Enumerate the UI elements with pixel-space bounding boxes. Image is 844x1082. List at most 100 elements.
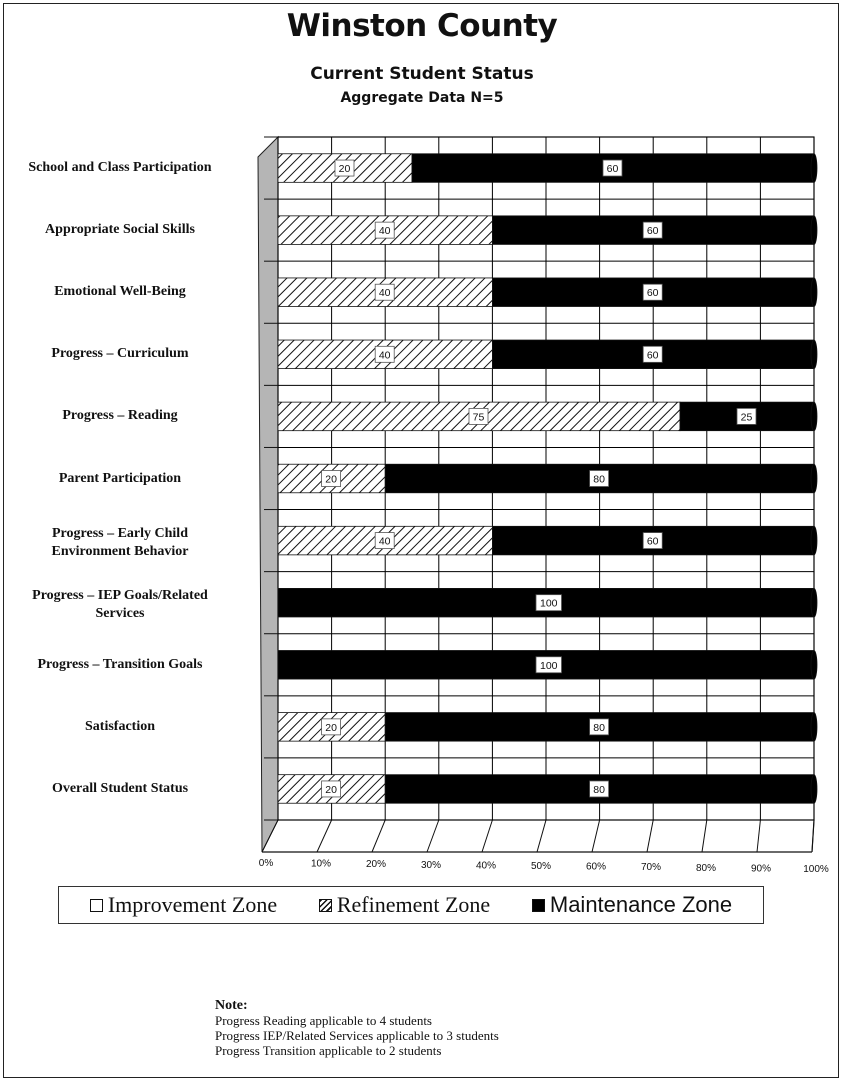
data-label: 60 [647,287,659,299]
bar-end-cap [810,277,818,307]
data-label: 75 [473,411,485,423]
data-label: 60 [647,349,659,361]
data-label: 20 [325,784,337,796]
floor-gridline [646,819,654,853]
chart-title: Winston County [286,8,558,44]
y-category-label-line: Overall Student Status [51,780,189,796]
floor-gridline [426,819,440,853]
bar-end-cap [810,588,818,618]
y-category-label-line: Progress – Reading [62,408,178,424]
legend-label-maintenance: Maintenance Zone [549,892,733,917]
data-label: 40 [379,349,391,361]
floor-gridline [481,819,493,853]
x-tick-label: 10% [311,859,331,870]
data-label-box [589,780,609,798]
floor-gridline [756,819,761,853]
bar-end-cap [810,401,818,432]
x-tick-label: 30% [421,860,441,871]
data-label: 60 [647,536,659,548]
y-category-label-line: School and Class Participation [28,160,212,176]
note-heading: Note: [215,998,248,1013]
x-tick-label: 20% [366,859,386,870]
y-category-label: Satisfaction [0,718,240,736]
note-block: Note: Progress Reading applicable to 4 s… [215,998,499,1058]
bar-end-cap [810,525,818,556]
data-label: 80 [593,474,605,486]
bar-end-cap [810,712,818,742]
x-tick-label: 0% [259,858,274,869]
bar-chart: 0%10%20%30%40%50%60%70%80%90%100%0206004… [257,135,829,875]
legend-label-improvement: Improvement Zone [107,892,278,917]
note-line-transition: Progress Transition applicable to 2 stud… [215,1043,442,1058]
floor-right-edge [811,819,815,853]
data-label-box [374,532,395,549]
data-label: 60 [647,225,659,237]
data-label-box [602,159,623,177]
data-label: 40 [379,287,391,299]
legend-item-maintenance: Maintenance Zone [531,892,733,918]
x-tick-label: 50% [531,861,551,872]
data-label-box [736,408,757,425]
chart-subtitle: Current Student Status [310,64,534,84]
refinement-swatch [318,898,332,912]
data-label: 80 [593,722,605,734]
legend-item-refinement: Refinement Zone [318,892,491,918]
data-label-box [468,408,489,425]
bar-end-cap [810,339,818,369]
data-label-box [535,594,562,612]
data-label-box [321,470,342,487]
data-label: 100 [540,598,558,610]
x-tick-label: 60% [586,862,606,873]
plot-side-wall [257,135,279,853]
y-category-label-line: Satisfaction [85,718,155,734]
data-label: 20 [325,474,337,486]
y-category-label-line: Progress – Early Child [52,525,188,541]
data-label-box [334,159,355,177]
data-label: 40 [379,225,391,237]
y-category-label: Progress – IEP Goals/Related Services [0,587,240,623]
y-category-label: Overall Student Status [0,780,240,798]
floor-gridline [371,819,386,853]
x-tick-label: 90% [751,863,771,874]
data-label: 20 [339,163,351,175]
data-label-box [535,656,562,674]
x-tick-label: 70% [641,862,661,873]
y-category-label-line: Services [95,605,145,621]
data-label-box [321,780,342,798]
x-tick-label: 80% [696,863,716,874]
data-label: 25 [741,411,753,423]
y-category-label-line: Progress – Transition Goals [37,656,203,672]
data-label-box [642,345,663,363]
data-label-box [642,283,663,301]
floor-gridline [261,819,279,853]
maintenance-swatch [531,898,545,912]
x-tick-label: 100% [803,864,829,875]
data-label-box [589,718,609,736]
chart-subtitle-aggregate: Aggregate Data N=5 [340,90,504,106]
bar-end-cap [810,463,818,494]
data-label-box [589,470,609,487]
note-line-reading: Progress Reading applicable to 4 student… [215,1013,432,1028]
bar-end-cap [810,153,818,183]
data-label: 100 [540,660,558,672]
y-category-label: Progress – Early Child Environment Behavi… [0,525,240,561]
y-category-label: School and Class Participation [0,159,240,177]
y-category-label: Progress – Curriculum [0,345,240,363]
floor-gridline [701,819,708,853]
y-category-label-line: Appropriate Social Skills [45,222,195,238]
legend-item-improvement: Improvement Zone [89,892,278,918]
data-label: 20 [325,722,337,734]
y-category-label: Appropriate Social Skills [0,221,240,239]
data-label-box [321,718,342,736]
bar-end-cap [810,774,818,804]
y-category-label: Progress – Transition Goals [0,656,240,674]
improvement-swatch [89,898,103,912]
data-label: 40 [379,536,391,548]
data-label-box [374,283,395,301]
data-label-box [642,221,663,239]
legend-label-refinement: Refinement Zone [336,892,491,917]
y-category-label-line: Parent Participation [58,470,182,486]
data-label-box [374,345,395,363]
y-category-label-line: Progress – Curriculum [51,346,189,362]
note-line-iep: Progress IEP/Related Services applicable… [215,1028,499,1043]
